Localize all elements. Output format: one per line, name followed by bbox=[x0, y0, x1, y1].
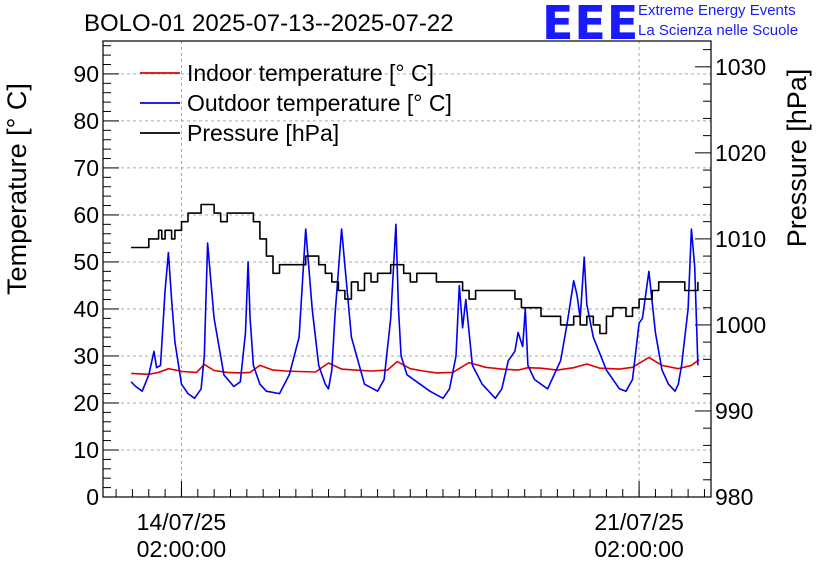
logo-line-1: Extreme Energy Events bbox=[638, 2, 796, 19]
y2-tick-label: 990 bbox=[715, 398, 753, 424]
legend-indoor-label: Indoor temperature [° C] bbox=[187, 60, 434, 86]
series-line-indoor bbox=[131, 356, 700, 376]
y-tick-label: 40 bbox=[73, 296, 99, 322]
y-tick-label: 10 bbox=[73, 437, 99, 463]
y2-axis-title: Pressure [hPa] bbox=[782, 69, 812, 248]
x-tick-label-time: 02:00:00 bbox=[137, 536, 227, 562]
plot-frame bbox=[102, 40, 712, 498]
series-line-pressure bbox=[131, 203, 699, 335]
chart-title: BOLO-01 2025-07-13--2025-07-22 bbox=[84, 10, 454, 37]
y-tick-label: 0 bbox=[86, 484, 99, 510]
x-tick-label-date: 14/07/25 bbox=[137, 509, 227, 535]
x-tick-label-date: 21/07/25 bbox=[594, 509, 684, 535]
y-tick-label: 20 bbox=[73, 390, 99, 416]
y-axis-title: Temperature [° C] bbox=[2, 83, 32, 295]
y-tick-label: 60 bbox=[73, 202, 99, 228]
series-line-outdoor bbox=[130, 223, 699, 400]
y2-tick-label: 1030 bbox=[715, 54, 766, 80]
y2-tick-label: 1020 bbox=[715, 140, 766, 166]
logo-line-2: La Scienza nelle Scuole bbox=[638, 22, 799, 39]
y2-tick-label: 980 bbox=[715, 484, 753, 510]
x-tick-label-time: 02:00:00 bbox=[594, 536, 684, 562]
y-tick-label: 90 bbox=[73, 61, 99, 87]
y-tick-label: 80 bbox=[73, 108, 99, 134]
y-tick-label: 30 bbox=[73, 343, 99, 369]
legend-outdoor-label: Outdoor temperature [° C] bbox=[187, 90, 452, 116]
y2-tick-label: 1010 bbox=[715, 226, 766, 252]
y-tick-label: 50 bbox=[73, 249, 99, 275]
y2-tick-label: 1000 bbox=[715, 312, 766, 338]
eee-logo: EEE bbox=[542, 0, 640, 50]
y-tick-label: 70 bbox=[73, 155, 99, 181]
legend-pressure-label: Pressure [hPa] bbox=[187, 120, 339, 146]
